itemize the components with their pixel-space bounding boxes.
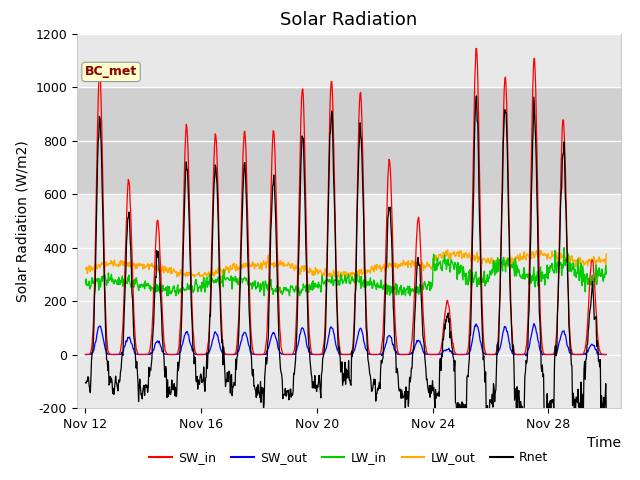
Bar bbox=[77, 87, 621, 194]
Y-axis label: Solar Radiation (W/m2): Solar Radiation (W/m2) bbox=[15, 140, 29, 301]
Legend: SW_in, SW_out, LW_in, LW_out, Rnet: SW_in, SW_out, LW_in, LW_out, Rnet bbox=[145, 446, 553, 469]
Text: BC_met: BC_met bbox=[85, 65, 137, 78]
Title: Solar Radiation: Solar Radiation bbox=[280, 11, 417, 29]
X-axis label: Time: Time bbox=[587, 436, 621, 450]
